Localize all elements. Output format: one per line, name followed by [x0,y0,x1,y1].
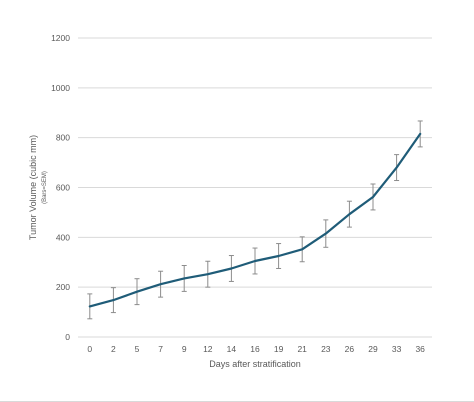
x-tick-label: 14 [227,344,237,354]
y-tick-label: 0 [65,332,70,342]
x-tick-label: 12 [203,344,213,354]
x-tick-label: 9 [182,344,187,354]
y-tick-label: 800 [56,133,70,143]
x-tick-label: 29 [368,344,378,354]
y-tick-label: 200 [56,282,70,292]
y-tick-label: 1200 [51,33,70,43]
x-tick-label: 23 [321,344,331,354]
x-tick-label: 19 [274,344,284,354]
y-axis-title: Tumor Volume (cubic mm) [28,135,38,240]
gridlines [78,37,432,338]
x-tick-label: 2 [111,344,116,354]
y-axis-subtitle: (Bars=SEM) [42,171,48,204]
x-tick-label: 26 [345,344,355,354]
x-tick-label: 36 [415,344,425,354]
x-axis-title: Days after stratification [209,359,301,369]
x-tick-label: 21 [297,344,307,354]
series-line [88,132,422,308]
y-tick-label: 600 [56,183,70,193]
error-bars [87,120,423,320]
x-tick-label: 7 [158,344,163,354]
y-axis-title-group: Tumor Volume (cubic mm) (Bars=SEM) [28,135,48,240]
x-tick-labels: 0 2 5 7 9 12 14 16 19 21 23 26 29 33 36 [87,344,425,354]
x-tick-label: 16 [250,344,260,354]
y-tick-labels: 0 200 400 600 800 1000 1200 [51,33,70,342]
x-tick-label: 5 [135,344,140,354]
y-tick-label: 400 [56,232,70,242]
y-tick-label: 1000 [51,83,70,93]
x-tick-label: 33 [392,344,402,354]
x-tick-label: 0 [87,344,92,354]
